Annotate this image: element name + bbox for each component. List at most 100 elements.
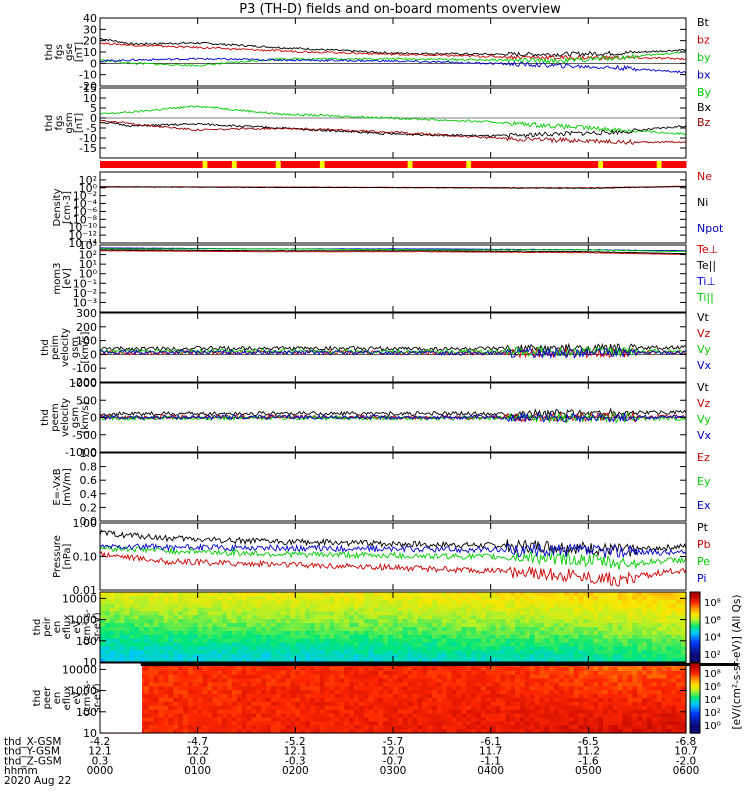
heatmap-cell — [314, 630, 321, 636]
heatmap-cell — [143, 638, 150, 644]
heatmap-cell — [476, 595, 482, 601]
heatmap-cell — [388, 721, 394, 726]
status-segment — [324, 161, 330, 168]
heatmap-cell — [241, 607, 248, 613]
heatmap-cell — [529, 646, 536, 651]
heatmap-cell — [241, 694, 248, 699]
heatmap-cell — [368, 682, 375, 687]
heatmap-cell — [168, 698, 174, 703]
heatmap-cell — [607, 698, 614, 703]
heatmap-cell — [607, 729, 614, 734]
heatmap-cell — [344, 666, 350, 672]
heatmap-cell — [602, 650, 609, 655]
heatmap-cell — [622, 698, 628, 703]
heatmap-cell — [295, 646, 301, 651]
heatmap-cell — [309, 642, 316, 648]
heatmap-cell — [651, 630, 658, 636]
heatmap-cell — [290, 713, 296, 719]
heatmap-cell — [388, 690, 394, 695]
ephemeris-value: -0.7 — [383, 755, 404, 767]
heatmap-cell — [178, 686, 184, 691]
heatmap-cell — [158, 686, 165, 691]
heatmap-cell — [295, 615, 301, 620]
heatmap-cell — [158, 666, 165, 672]
heatmap-cell — [519, 615, 526, 620]
heatmap-cell — [241, 686, 248, 691]
heatmap-cell — [300, 690, 306, 695]
heatmap-cell — [173, 599, 179, 605]
heatmap-cell — [285, 717, 292, 722]
heatmap-cell — [646, 682, 653, 687]
heatmap-cell — [593, 634, 599, 640]
status-segment — [617, 161, 623, 168]
heatmap-cell — [353, 623, 360, 628]
heatmap-cell — [671, 694, 677, 699]
heatmap-cell — [451, 670, 458, 676]
heatmap-cell — [402, 615, 409, 620]
heatmap-cell — [353, 630, 360, 636]
heatmap-cell — [148, 698, 155, 703]
heatmap-cell — [554, 705, 560, 711]
heatmap-cell — [651, 642, 658, 648]
heatmap-cell — [505, 592, 511, 597]
heatmap-cell — [324, 615, 331, 620]
heatmap-cell — [456, 599, 462, 605]
y-tick-label: -5 — [86, 122, 97, 135]
heatmap-cell — [642, 686, 648, 691]
heatmap-cell — [251, 634, 257, 640]
heatmap-cell — [583, 627, 589, 632]
heatmap-cell — [241, 592, 248, 597]
heatmap-cell — [236, 634, 243, 640]
heatmap-cell — [114, 607, 121, 613]
heatmap-cell — [602, 670, 609, 676]
heatmap-cell — [622, 599, 628, 605]
status-segment — [368, 161, 374, 168]
heatmap-cell — [158, 694, 165, 699]
plot-frame — [99, 312, 687, 383]
heatmap-cell — [583, 654, 589, 659]
heatmap-cell — [563, 690, 570, 695]
heatmap-cell — [309, 611, 316, 616]
heatmap-cell — [432, 603, 438, 609]
heatmap-cell — [656, 705, 663, 711]
heatmap-cell — [339, 630, 345, 636]
heatmap-cell — [563, 713, 570, 719]
y-tick-label: 10² — [79, 249, 97, 262]
heatmap-cell — [471, 592, 477, 597]
heatmap-cell — [393, 623, 399, 628]
heatmap-cell — [222, 646, 228, 651]
heatmap-cell — [256, 721, 262, 726]
heatmap-cell — [197, 603, 204, 609]
heatmap-cell — [339, 650, 345, 655]
heatmap-cell — [397, 646, 404, 651]
heatmap-cell — [397, 592, 404, 597]
heatmap-cell — [231, 638, 238, 644]
heatmap-cell — [397, 698, 404, 703]
heatmap-cell — [642, 607, 648, 613]
heatmap-cell — [222, 709, 228, 715]
heatmap-cell — [319, 654, 326, 659]
heatmap-cell — [656, 694, 663, 699]
heatmap-cell — [407, 666, 414, 672]
colorbar-cell — [690, 656, 700, 660]
heatmap-cell — [173, 627, 179, 632]
heatmap-cell — [612, 599, 619, 605]
heatmap-cell — [363, 650, 370, 655]
heatmap-cell — [236, 623, 243, 628]
heatmap-cell — [539, 638, 545, 644]
heatmap-cell — [627, 592, 633, 597]
heatmap-cell — [163, 611, 169, 616]
heatmap-cell — [651, 705, 658, 711]
heatmap-cell — [319, 646, 326, 651]
heatmap-cell — [290, 658, 296, 663]
heatmap-cell — [519, 713, 526, 719]
mode-status-bar — [100, 161, 687, 168]
heatmap-cell — [368, 670, 375, 676]
status-segment — [583, 161, 589, 168]
heatmap-cell — [476, 592, 482, 597]
heatmap-cell — [505, 658, 511, 663]
heatmap-cell — [417, 701, 423, 707]
heatmap-cell — [222, 642, 228, 648]
heatmap-cell — [480, 634, 487, 640]
heatmap-cell — [139, 627, 145, 632]
